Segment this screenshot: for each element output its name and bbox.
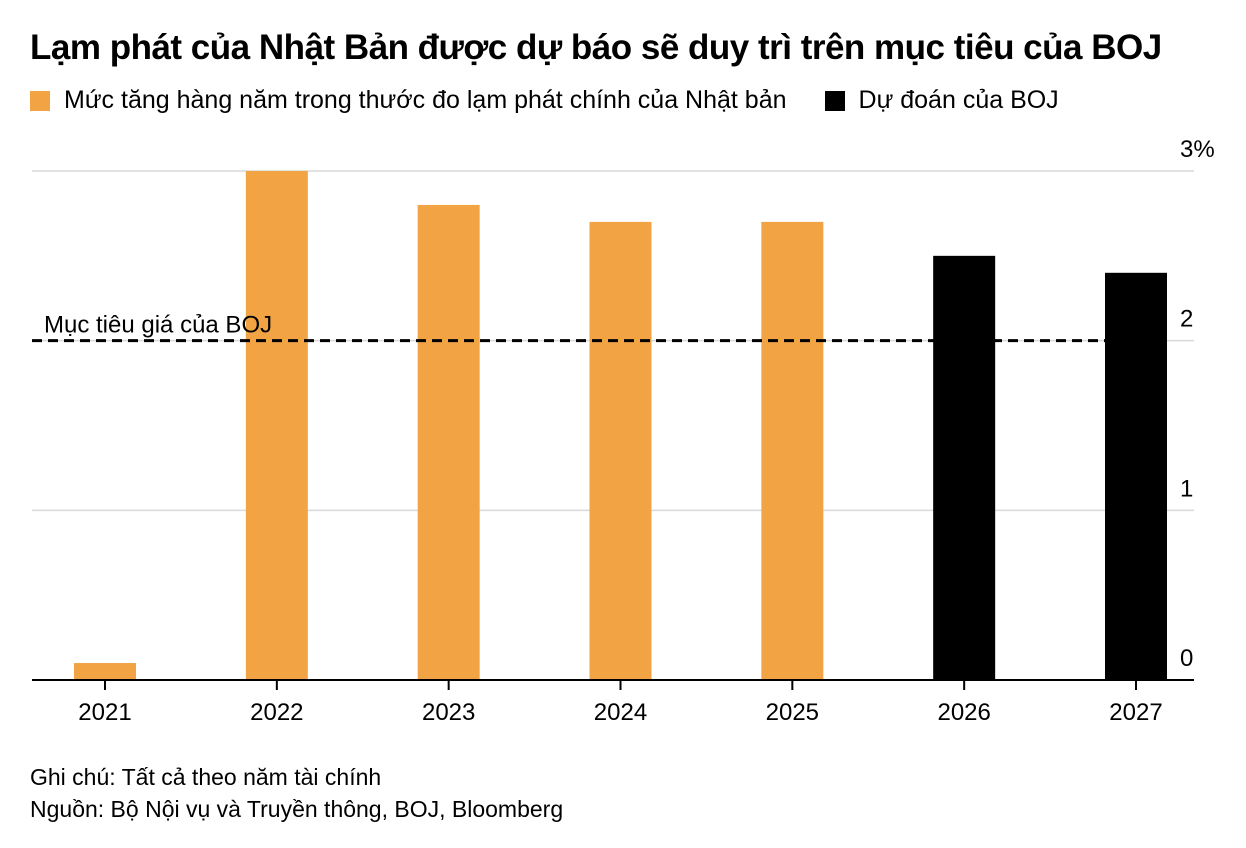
bar-2022 (245, 171, 308, 680)
x-tick-label-2022: 2022 (250, 699, 303, 726)
chart-title: Lạm phát của Nhật Bản được dự báo sẽ duy… (30, 28, 1162, 67)
x-tick-label-2027: 2027 (1109, 699, 1162, 726)
x-tick-label-2024: 2024 (594, 699, 647, 726)
legend-label-actual: Mức tăng hàng năm trong thước đo lạm phá… (64, 86, 787, 114)
reference-line-label: Mục tiêu giá của BOJ (44, 312, 272, 339)
x-tick-label-2021: 2021 (78, 699, 131, 726)
bar-2021 (74, 663, 136, 680)
bar-2026 (933, 255, 996, 681)
legend-swatch-actual (30, 90, 50, 111)
bar-2025 (761, 221, 824, 680)
y-tick-label-1: 1 (1180, 475, 1193, 502)
legend-item-forecast: Dự đoán của BOJ (824, 86, 1059, 115)
y-tick-label-2: 2 (1180, 306, 1193, 333)
legend-label-forecast: Dự đoán của BOJ (858, 86, 1059, 114)
y-tick-label-0: 0 (1180, 645, 1193, 672)
x-tick-label-2026: 2026 (937, 699, 990, 726)
chart-note: Ghi chú: Tất cả theo năm tài chính (30, 764, 382, 790)
x-tick-label-2025: 2025 (766, 699, 819, 726)
y-tick-label-3: 3% (1180, 136, 1215, 163)
legend: Mức tăng hàng năm trong thước đo lạm phá… (30, 86, 1097, 115)
bar-2027 (1105, 272, 1167, 680)
legend-item-actual: Mức tăng hàng năm trong thước đo lạm phá… (30, 86, 787, 115)
chart-source: Nguồn: Bộ Nội vụ và Truyền thông, BOJ, B… (30, 796, 564, 822)
x-tick-label-2023: 2023 (422, 699, 475, 726)
legend-swatch-forecast (824, 90, 845, 111)
bar-2024 (589, 221, 652, 680)
bar-2023 (417, 204, 480, 680)
